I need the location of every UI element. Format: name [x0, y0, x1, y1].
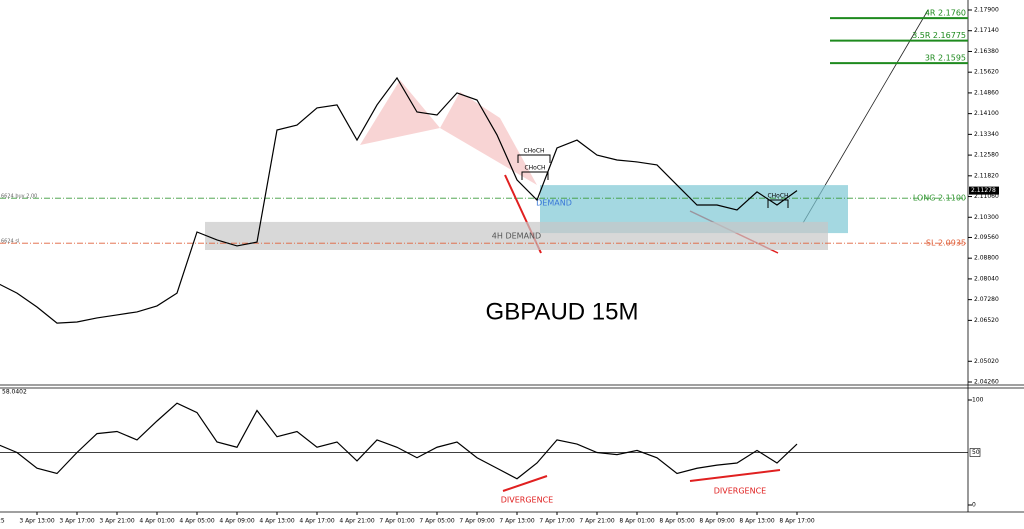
y-tick-label: 2.11820 [974, 172, 999, 179]
x-tick-label: 7 Apr 13:00 [499, 518, 534, 525]
x-tick-label: 8 Apr 09:00 [699, 518, 734, 525]
choch-label: CHoCH [523, 148, 544, 155]
x-tick-label: 8 Apr 17:00 [779, 518, 814, 525]
level-label: SL 2.0935 [926, 239, 966, 248]
level-label: LONG 2.1100 [913, 194, 966, 203]
pattern-shade [360, 80, 440, 145]
x-tick-label: 7 Apr 01:00 [379, 518, 414, 525]
x-tick-label: 4 Apr 05:00 [179, 518, 214, 525]
x-tick-label: 4 Apr 09:00 [219, 518, 254, 525]
y-tick-label: 2.12580 [974, 152, 999, 159]
zone [205, 221, 828, 250]
y-tick-label: 100 [972, 397, 984, 404]
zone-label: DEMAND [536, 199, 572, 208]
y-tick-label: 2.09560 [974, 234, 999, 241]
x-tick-label: 7 Apr 05:00 [419, 518, 454, 525]
price-line [0, 402, 798, 480]
x-tick-label: 7 Apr 09:00 [459, 518, 494, 525]
choch-marker [521, 171, 549, 180]
y-tick-label: 2.17140 [974, 27, 999, 34]
x-tick-label: 4 Apr 21:00 [339, 518, 374, 525]
y-tick-label: 2.17900 [974, 7, 999, 14]
y-tick-label: 2.10300 [974, 214, 999, 221]
indicator-value: 58.0402 [2, 389, 27, 396]
x-tick-label: 3 Apr 21:00 [99, 518, 134, 525]
level-label: 3.5R 2.16775 [912, 31, 966, 40]
y-tick-label: 2.08800 [974, 255, 999, 262]
y-tick-label: 2.14860 [974, 89, 999, 96]
divergence-line [689, 469, 781, 482]
choch-marker [517, 154, 551, 163]
order-label: 6624 sl [1, 239, 19, 245]
y-tick-label: 2.06520 [974, 317, 999, 324]
order-label: 6624 buy 2.00 [1, 194, 37, 200]
x-tick-label: 8 Apr 13:00 [739, 518, 774, 525]
y-tick-label: 2.13340 [974, 131, 999, 138]
y-tick-label: 2.14100 [974, 110, 999, 117]
x-tick-label: 8 Apr 05:00 [659, 518, 694, 525]
y-tick-label: 2.16380 [974, 48, 999, 55]
zone-label: 4H DEMAND [492, 231, 541, 240]
y-tick-label: 2.04260 [974, 379, 999, 386]
level-label: 3R 2.1595 [925, 54, 966, 63]
y-tick-label: 2.15620 [974, 69, 999, 76]
price-tag [969, 186, 999, 195]
x-tick-label: 7 Apr 17:00 [539, 518, 574, 525]
choch-label: CHoCH [524, 165, 545, 172]
choch-marker [767, 199, 789, 208]
x-tick-label: 4 Apr 17:00 [299, 518, 334, 525]
y-tick-label: 0 [972, 502, 976, 509]
y-tick-label: 2.08040 [974, 275, 999, 282]
pattern-shade [440, 92, 537, 185]
x-tick-label: 3 Apr 13:00 [19, 518, 54, 525]
x-tick-label: 3 Apr 17:00 [59, 518, 94, 525]
x-tick-label: 4 Apr 01:00 [139, 518, 174, 525]
divergence-label: DIVERGENCE [501, 496, 553, 505]
x-tick-label: 7 Apr 21:00 [579, 518, 614, 525]
price-tag-label: 2.11278 [971, 187, 996, 194]
y-tick-label: 2.11060 [974, 193, 999, 200]
y-tick-label: 50 [972, 449, 980, 456]
chart-title: GBPAUD 15M [486, 298, 639, 325]
y-tick-label: 2.07280 [974, 296, 999, 303]
y-tick-label: 2.05020 [974, 358, 999, 365]
divergence-line [502, 475, 548, 492]
choch-label: CHoCH [767, 193, 788, 200]
x-tick-label: 25 [0, 518, 5, 525]
tick-box [969, 448, 981, 457]
x-tick-label: 4 Apr 13:00 [259, 518, 294, 525]
divergence-label: DIVERGENCE [714, 487, 766, 496]
level-label: 4R 2.1760 [925, 9, 966, 18]
price-line [0, 76, 798, 324]
x-tick-label: 8 Apr 01:00 [619, 518, 654, 525]
